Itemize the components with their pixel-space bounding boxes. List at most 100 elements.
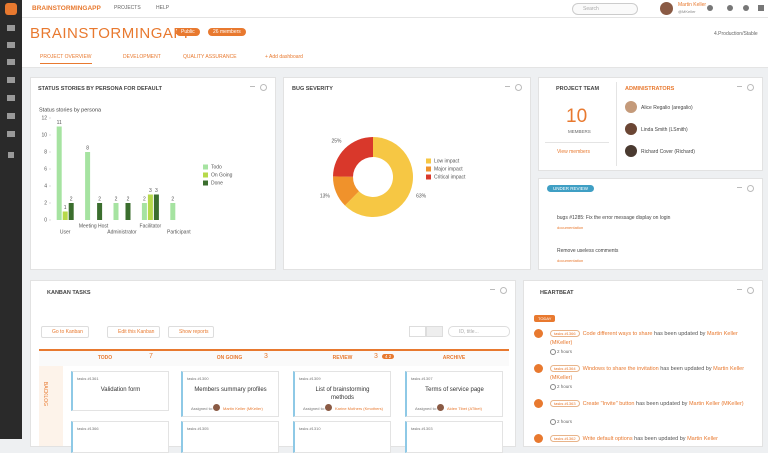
entry-title[interactable]: Windows to share the invitation xyxy=(582,366,659,372)
legend-label: Done xyxy=(211,180,223,186)
review-item-title[interactable]: Remove useless comments xyxy=(557,248,619,254)
column-count: 3 xyxy=(264,353,268,360)
y-tick-label: 0 xyxy=(44,217,47,223)
data-label: 2 xyxy=(70,196,73,202)
data-label: 2 xyxy=(171,196,174,202)
task-title: Members summary profiles xyxy=(194,387,267,393)
task-card[interactable]: tasks #1361 Validation form xyxy=(71,371,169,411)
tab[interactable]: PROJECT OVERVIEW xyxy=(40,54,92,64)
button[interactable]: Go to Kanban xyxy=(41,326,89,338)
review-badge: UNDER REVIEW xyxy=(547,185,595,192)
entry-user[interactable]: Martin Keller (MKeller) xyxy=(688,401,744,407)
task-card[interactable]: tasks #1303 xyxy=(405,421,503,453)
task-badge[interactable]: tasks #1366 xyxy=(550,330,580,337)
sidebar xyxy=(0,0,22,439)
panel-icon[interactable] xyxy=(747,287,754,294)
panel-icon[interactable] xyxy=(737,187,742,188)
badge: Public xyxy=(176,28,200,36)
icon[interactable] xyxy=(707,5,713,11)
icon[interactable] xyxy=(758,5,764,11)
view-toggle[interactable] xyxy=(409,326,426,337)
member-count-label: MEMBERS xyxy=(568,129,591,134)
tab[interactable]: QUALITY ASSURANCE xyxy=(183,54,237,60)
panel-icon[interactable] xyxy=(250,86,255,87)
user-name[interactable]: Martin Keller xyxy=(678,2,707,8)
panel-icon[interactable] xyxy=(260,84,267,91)
logo[interactable] xyxy=(5,3,17,15)
view-toggle[interactable] xyxy=(426,326,443,337)
nav-icon[interactable] xyxy=(7,131,15,137)
tab[interactable]: DEVELOPMENT xyxy=(123,54,161,60)
panel-icon[interactable] xyxy=(737,86,742,87)
pie-slice xyxy=(333,137,373,177)
chart-title: Status stories by persona xyxy=(39,107,102,113)
entry-icon xyxy=(534,329,543,338)
nav-icon[interactable] xyxy=(7,59,15,65)
entry-title[interactable]: Create "Invite" button xyxy=(582,401,635,407)
nav-icon[interactable] xyxy=(7,95,15,101)
task-card[interactable]: tasks #1300 Members summary profiles Assig… xyxy=(181,371,279,417)
legend-swatch xyxy=(426,158,431,164)
search-box[interactable]: Search xyxy=(572,3,638,15)
entry-user[interactable]: Martin Keller xyxy=(687,436,718,442)
y-tick-label: 6 xyxy=(44,166,47,172)
nav-icon[interactable] xyxy=(7,77,15,83)
panel-icon[interactable] xyxy=(737,289,742,290)
project-title: BRAINSTORMINGAPP xyxy=(30,25,195,42)
data-label: 13% xyxy=(320,193,331,199)
legend-swatch xyxy=(426,174,431,180)
review-panel: UNDER REVIEW bugs #1285: Fix the error m… xyxy=(538,178,763,270)
task-card[interactable]: tasks #1310 xyxy=(293,421,391,453)
y-tick-label: 10 xyxy=(41,132,47,138)
review-item-title[interactable]: bugs #1285: Fix the error message displa… xyxy=(557,215,671,221)
nav-icon[interactable] xyxy=(7,42,15,48)
admin-name[interactable]: Richard Cover (Richard) xyxy=(641,149,695,155)
column-name: ON GOING xyxy=(216,355,243,361)
task-card[interactable]: tasks #1366 xyxy=(71,421,169,453)
panel-icon[interactable] xyxy=(515,84,522,91)
bar-chart: Status stories by persona024681012User11… xyxy=(39,107,233,235)
panel-icon[interactable] xyxy=(490,289,495,290)
kanban-search[interactable]: ID, title... xyxy=(448,326,510,337)
task-badge[interactable]: tasks #1363 xyxy=(550,400,580,407)
admin-avatar xyxy=(625,145,637,157)
donut-chart: 63% 13% 25% Low impact Major impact Critical … xyxy=(320,137,466,217)
nav-icon[interactable] xyxy=(7,25,15,31)
panel-icon[interactable] xyxy=(505,86,510,87)
icon[interactable] xyxy=(743,5,749,11)
nav-icon[interactable] xyxy=(8,152,14,158)
assignee-avatar xyxy=(325,404,332,411)
nav-icon[interactable] xyxy=(7,113,15,119)
menu-projects[interactable]: PROJECTS xyxy=(114,5,141,11)
entry-user[interactable]: Martin Keller (MKeller) xyxy=(550,331,738,346)
entry-user[interactable]: Martin Keller (MKeller) xyxy=(550,366,745,381)
admin-name[interactable]: Alice Regalio (aregalio) xyxy=(641,105,693,111)
data-label: 3 xyxy=(149,188,152,194)
bug-panel: BUG SEVERITY 63% 13% 25% Low impact Major im… xyxy=(283,77,531,270)
view-members-link[interactable]: View members xyxy=(557,149,590,155)
x-tick-label: Facilitator xyxy=(140,223,162,229)
icon[interactable] xyxy=(727,5,733,11)
button[interactable]: Show reports xyxy=(168,326,215,338)
admin-name[interactable]: Linda Smith (LSmith) xyxy=(641,127,688,133)
panel-icon[interactable] xyxy=(747,84,754,91)
admin-avatar xyxy=(625,123,637,135)
task-card[interactable]: tasks #1307 Terms of service page Assigned… xyxy=(405,371,503,417)
panel-icon[interactable] xyxy=(747,185,754,192)
user-avatar[interactable] xyxy=(660,2,673,15)
task-card[interactable]: tasks #1309 List of brainstorming methods… xyxy=(293,371,391,417)
panel-icon[interactable] xyxy=(500,287,507,294)
menu-help[interactable]: HELP xyxy=(156,5,170,11)
button[interactable]: Edit this Kanban xyxy=(107,326,161,338)
task-badge[interactable]: tasks #1364 xyxy=(550,365,580,372)
legend-label: Critical impact xyxy=(434,174,466,180)
tab[interactable]: + Add dashboard xyxy=(265,54,303,60)
brand[interactable]: BRAINSTORMINGAPP xyxy=(32,5,101,12)
data-label: 8 xyxy=(86,145,89,151)
entry-title[interactable]: Write default options xyxy=(582,436,633,442)
column-name: ARCHIVE xyxy=(442,355,466,361)
task-card[interactable]: tasks #1305 xyxy=(181,421,279,453)
bar xyxy=(85,152,91,220)
entry-title[interactable]: Code different ways to share xyxy=(582,331,653,337)
column-name: REVIEW xyxy=(332,355,353,361)
